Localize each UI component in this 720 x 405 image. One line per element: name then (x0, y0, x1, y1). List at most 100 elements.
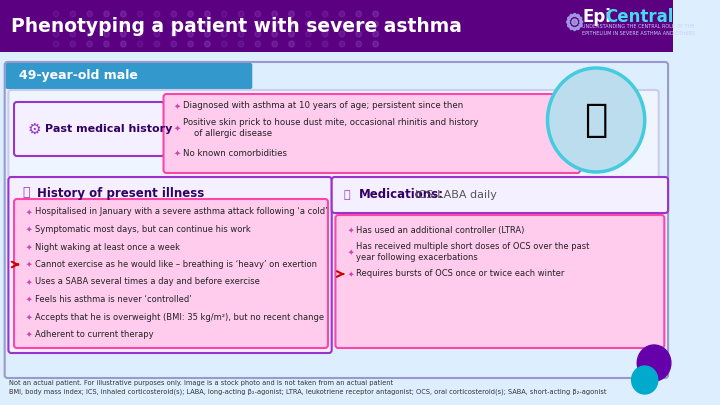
Circle shape (547, 68, 644, 172)
Text: Past medical history: Past medical history (45, 124, 172, 134)
Circle shape (138, 21, 143, 27)
Circle shape (53, 31, 59, 37)
Circle shape (70, 21, 76, 27)
FancyBboxPatch shape (9, 90, 659, 178)
Circle shape (138, 31, 143, 37)
Text: Cannot exercise as he would like – breathing is ‘heavy’ on exertion: Cannot exercise as he would like – breat… (35, 260, 317, 269)
Text: ✦: ✦ (26, 277, 32, 286)
Circle shape (373, 11, 379, 17)
Circle shape (289, 41, 294, 47)
Circle shape (188, 41, 194, 47)
Circle shape (305, 31, 311, 37)
Circle shape (580, 21, 582, 23)
Circle shape (373, 41, 379, 47)
Text: Hospitalised in January with a severe asthma attack following ‘a cold’: Hospitalised in January with a severe as… (35, 207, 327, 217)
Circle shape (87, 11, 92, 17)
Text: ✦: ✦ (26, 243, 32, 252)
Circle shape (154, 41, 160, 47)
Text: Uses a SABA several times a day and before exercise: Uses a SABA several times a day and befo… (35, 277, 259, 286)
Circle shape (305, 41, 311, 47)
FancyBboxPatch shape (336, 215, 665, 348)
Circle shape (567, 21, 570, 23)
FancyBboxPatch shape (0, 0, 672, 52)
Circle shape (204, 41, 210, 47)
Text: ✦: ✦ (348, 226, 354, 234)
Circle shape (339, 21, 345, 27)
Text: ✦: ✦ (174, 149, 181, 158)
Circle shape (154, 11, 160, 17)
Text: 🌡: 🌡 (22, 186, 30, 200)
Text: Central: Central (606, 8, 674, 26)
FancyBboxPatch shape (14, 102, 164, 156)
Circle shape (577, 15, 580, 17)
Circle shape (272, 31, 277, 37)
Circle shape (339, 41, 345, 47)
Text: 👨: 👨 (585, 101, 608, 139)
Circle shape (255, 31, 261, 37)
Circle shape (323, 41, 328, 47)
Circle shape (356, 41, 361, 47)
Circle shape (138, 41, 143, 47)
Circle shape (289, 11, 294, 17)
Text: ⚙: ⚙ (28, 122, 42, 136)
Circle shape (87, 21, 92, 27)
Circle shape (222, 11, 227, 17)
Text: Medications:: Medications: (359, 188, 444, 202)
Circle shape (104, 31, 109, 37)
Circle shape (631, 366, 658, 394)
Circle shape (222, 41, 227, 47)
Text: ICS-LABA daily: ICS-LABA daily (408, 190, 498, 200)
Text: ✦: ✦ (174, 124, 181, 132)
Circle shape (255, 21, 261, 27)
Circle shape (171, 41, 176, 47)
Text: Phenotyping a patient with severe asthma: Phenotyping a patient with severe asthma (12, 17, 462, 36)
Circle shape (356, 21, 361, 27)
Circle shape (339, 11, 345, 17)
Text: Epi: Epi (582, 8, 611, 26)
Circle shape (305, 21, 311, 27)
Circle shape (305, 11, 311, 17)
Text: Has received multiple short doses of OCS over the past
year following exacerbati: Has received multiple short doses of OCS… (356, 242, 590, 262)
Circle shape (104, 11, 109, 17)
Circle shape (289, 31, 294, 37)
Circle shape (120, 21, 126, 27)
Text: Symptomatic most days, but can continue his work: Symptomatic most days, but can continue … (35, 225, 251, 234)
Circle shape (154, 31, 160, 37)
Text: Has used an additional controller (LTRA): Has used an additional controller (LTRA) (356, 226, 524, 234)
Text: BMI, body mass index; ICS, inhaled corticosteroid(s); LABA, long-acting β₂-agoni: BMI, body mass index; ICS, inhaled corti… (9, 389, 607, 395)
Circle shape (255, 41, 261, 47)
Text: ✦: ✦ (26, 330, 32, 339)
Circle shape (188, 31, 194, 37)
Text: Not an actual patient. For illustrative purposes only. Image is a stock photo an: Not an actual patient. For illustrative … (9, 380, 393, 386)
Circle shape (120, 31, 126, 37)
FancyBboxPatch shape (4, 62, 668, 378)
Circle shape (567, 24, 570, 27)
Text: ✦: ✦ (26, 313, 32, 322)
Circle shape (204, 31, 210, 37)
Circle shape (204, 21, 210, 27)
Circle shape (238, 11, 244, 17)
Circle shape (570, 27, 573, 30)
Circle shape (637, 345, 671, 381)
Circle shape (272, 21, 277, 27)
Circle shape (87, 31, 92, 37)
FancyBboxPatch shape (163, 94, 580, 173)
Text: 💊: 💊 (344, 190, 351, 200)
Circle shape (573, 13, 576, 17)
Circle shape (323, 31, 328, 37)
Circle shape (272, 41, 277, 47)
Circle shape (171, 21, 176, 27)
Circle shape (579, 17, 582, 20)
Circle shape (323, 11, 328, 17)
Circle shape (356, 31, 361, 37)
FancyBboxPatch shape (6, 63, 252, 89)
Circle shape (373, 31, 379, 37)
Circle shape (573, 28, 576, 30)
Circle shape (87, 41, 92, 47)
Circle shape (188, 11, 194, 17)
Circle shape (238, 31, 244, 37)
Circle shape (104, 41, 109, 47)
Text: Diagnosed with asthma at 10 years of age; persistent since then: Diagnosed with asthma at 10 years of age… (183, 102, 464, 111)
Text: ✦: ✦ (348, 247, 354, 256)
Circle shape (70, 41, 76, 47)
